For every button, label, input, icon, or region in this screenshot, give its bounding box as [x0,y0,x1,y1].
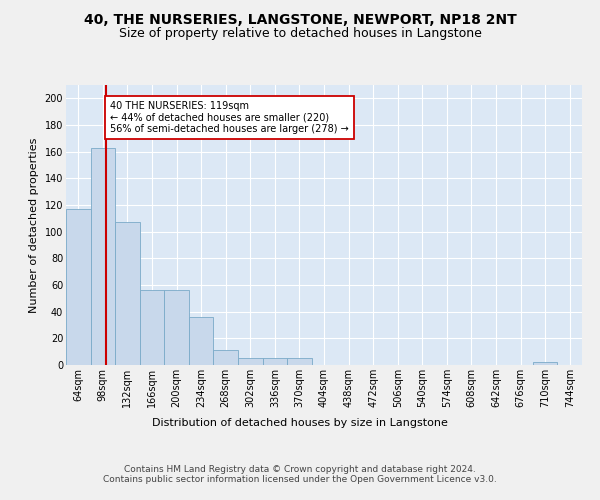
Bar [164,290,189,365]
Text: Distribution of detached houses by size in Langstone: Distribution of detached houses by size … [152,418,448,428]
Text: 40, THE NURSERIES, LANGSTONE, NEWPORT, NP18 2NT: 40, THE NURSERIES, LANGSTONE, NEWPORT, N… [83,12,517,26]
Bar [238,358,263,365]
Text: Contains public sector information licensed under the Open Government Licence v3: Contains public sector information licen… [103,476,497,484]
Bar [287,358,312,365]
Bar [263,358,287,365]
Bar [189,317,214,365]
Text: 40 THE NURSERIES: 119sqm
← 44% of detached houses are smaller (220)
56% of semi-: 40 THE NURSERIES: 119sqm ← 44% of detach… [110,101,349,134]
Text: Size of property relative to detached houses in Langstone: Size of property relative to detached ho… [119,28,481,40]
Bar [533,362,557,365]
Bar [91,148,115,365]
Bar [115,222,140,365]
Bar [66,209,91,365]
Text: Contains HM Land Registry data © Crown copyright and database right 2024.: Contains HM Land Registry data © Crown c… [124,466,476,474]
Bar [214,350,238,365]
Bar [140,290,164,365]
Y-axis label: Number of detached properties: Number of detached properties [29,138,39,312]
